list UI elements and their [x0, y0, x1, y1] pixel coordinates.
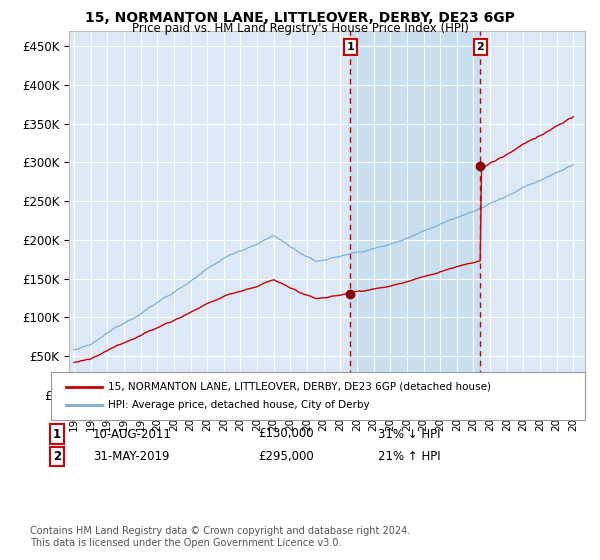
Text: 1: 1: [53, 427, 61, 441]
Text: 2: 2: [53, 450, 61, 463]
Text: Price paid vs. HM Land Registry's House Price Index (HPI): Price paid vs. HM Land Registry's House …: [131, 22, 469, 35]
Text: 31-MAY-2019: 31-MAY-2019: [93, 450, 170, 463]
Text: 2: 2: [476, 42, 484, 52]
Text: 10-AUG-2011: 10-AUG-2011: [93, 427, 172, 441]
Text: 15, NORMANTON LANE, LITTLEOVER, DERBY, DE23 6GP (detached house): 15, NORMANTON LANE, LITTLEOVER, DERBY, D…: [108, 382, 491, 392]
Text: 15, NORMANTON LANE, LITTLEOVER, DERBY, DE23 6GP: 15, NORMANTON LANE, LITTLEOVER, DERBY, D…: [85, 11, 515, 25]
Text: 1: 1: [346, 42, 354, 52]
Text: £295,000: £295,000: [258, 450, 314, 463]
Text: Contains HM Land Registry data © Crown copyright and database right 2024.
This d: Contains HM Land Registry data © Crown c…: [30, 526, 410, 548]
Text: HPI: Average price, detached house, City of Derby: HPI: Average price, detached house, City…: [108, 400, 370, 410]
Text: £130,000: £130,000: [258, 427, 314, 441]
Bar: [350, 31, 481, 395]
Text: 31% ↓ HPI: 31% ↓ HPI: [378, 427, 440, 441]
Text: 21% ↑ HPI: 21% ↑ HPI: [378, 450, 440, 463]
